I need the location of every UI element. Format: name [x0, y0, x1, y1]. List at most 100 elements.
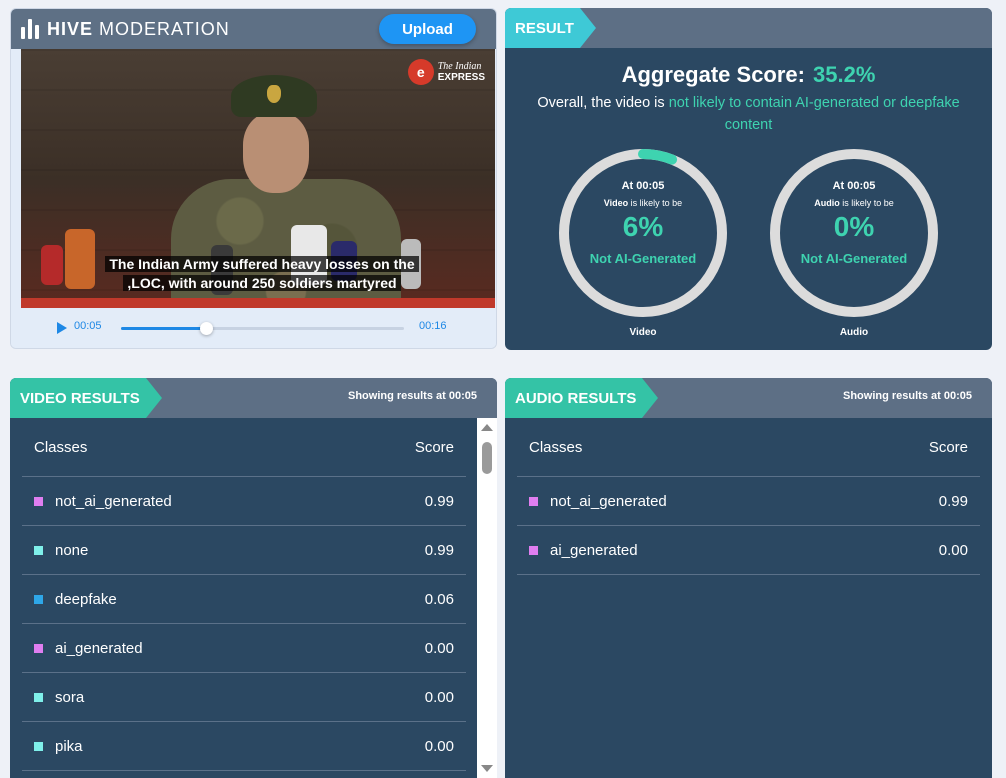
- class-name: none: [55, 541, 89, 559]
- scroll-up-icon[interactable]: [481, 424, 493, 431]
- verdict-highlight: not likely to contain AI-generated or de…: [668, 95, 960, 133]
- video-gauge: At 00:05 Video is likely to be 6% Not AI…: [557, 147, 729, 319]
- video-ticker-bar: [21, 298, 495, 308]
- channel-logo: e The Indian EXPRESS: [407, 59, 485, 85]
- cap-badge-icon: [267, 85, 281, 103]
- aggregate-label: Aggregate Score:: [621, 62, 805, 87]
- class-color-swatch: [34, 692, 43, 702]
- video-gauge-label: Not AI-Generated: [589, 251, 697, 266]
- audio-results-header: AUDIO RESULTS Showing results at 00:05: [505, 378, 992, 418]
- class-color-swatch: [34, 594, 43, 604]
- aggregate-score: Aggregate Score: 35.2%: [505, 62, 992, 88]
- aggregate-value: 35.2%: [813, 62, 876, 87]
- player-controls: 00:05 00:16: [11, 308, 496, 348]
- table-row: not_ai_generated 0.99: [517, 477, 980, 526]
- audio-gauge-ring: [770, 149, 938, 317]
- column-score: Score: [414, 438, 454, 456]
- seek-bar[interactable]: [121, 322, 404, 335]
- channel-name-small: The Indian: [437, 61, 482, 72]
- brand-name: HIVE MODERATION: [47, 19, 230, 40]
- channel-name-big: EXPRESS: [437, 72, 485, 83]
- caption-line-1: The Indian Army suffered heavy losses on…: [105, 256, 419, 272]
- video-subject-cap: [231, 75, 317, 117]
- class-score: 0.99: [938, 492, 968, 510]
- class-score: 0.99: [424, 492, 454, 510]
- caption-line-2: ,LOC, with around 250 soldiers martyred: [123, 275, 401, 291]
- video-gauge-time: At 00:05: [621, 180, 665, 192]
- audio-gauge-time: At 00:05: [832, 180, 876, 192]
- scroll-down-icon[interactable]: [481, 765, 493, 772]
- class-color-swatch: [34, 545, 43, 555]
- class-name: pika: [55, 737, 83, 755]
- verdict-prefix: Overall, the video is: [537, 95, 665, 111]
- audio-results-panel: AUDIO RESULTS Showing results at 00:05 C…: [505, 378, 992, 778]
- verdict-text: Overall, the video is not likely to cont…: [535, 92, 962, 136]
- class-score: 0.00: [938, 541, 968, 559]
- result-panel: RESULT Aggregate Score: 35.2% Overall, th…: [505, 8, 992, 350]
- video-gauge-ring: [559, 149, 727, 317]
- audio-gauge: At 00:05 Audio is likely to be 0% Not AI…: [768, 147, 940, 319]
- brand-name-bold: HIVE: [47, 18, 94, 39]
- column-score: Score: [928, 438, 968, 456]
- class-color-swatch: [529, 545, 538, 555]
- class-score: 0.00: [424, 639, 454, 657]
- table-row: none 0.99: [22, 526, 466, 575]
- microphone-icon: [65, 229, 95, 289]
- video-results-tag: VIDEO RESULTS: [10, 378, 162, 418]
- video-frame[interactable]: e The Indian EXPRESS The Indian Army suf…: [21, 49, 495, 308]
- scroll-thumb[interactable]: [482, 442, 492, 474]
- video-subject-face: [243, 113, 309, 193]
- table-row: ai_generated 0.00: [517, 526, 980, 575]
- seek-handle[interactable]: [199, 322, 213, 335]
- class-name: ai_generated: [550, 541, 638, 559]
- audio-gauge-likely: Audio is likely to be: [814, 198, 894, 208]
- table-row: ai_generated 0.00: [22, 624, 466, 673]
- class-color-swatch: [34, 496, 43, 506]
- audio-gauge-label: Not AI-Generated: [800, 251, 908, 266]
- table-row: sora 0.00: [22, 673, 466, 722]
- seek-bar-progress: [121, 327, 206, 330]
- column-classes: Classes: [34, 438, 88, 456]
- video-results-header: VIDEO RESULTS Showing results at 00:05: [10, 378, 497, 418]
- class-color-swatch: [34, 741, 43, 751]
- table-row: deepfake 0.06: [22, 575, 466, 624]
- upload-button[interactable]: Upload: [379, 14, 476, 44]
- media-player-panel: HIVE MODERATION Upload e The Indian EXPR…: [10, 8, 497, 349]
- video-results-scrollbar[interactable]: [477, 418, 497, 778]
- column-classes: Classes: [529, 438, 583, 456]
- brand-name-light: MODERATION: [99, 18, 230, 39]
- current-time: 00:05: [74, 320, 102, 332]
- class-name: not_ai_generated: [550, 492, 667, 510]
- total-time: 00:16: [419, 320, 447, 332]
- class-name: deepfake: [55, 590, 117, 608]
- video-gauge-percent: 6%: [622, 211, 664, 242]
- hive-logo-icon: [21, 19, 39, 39]
- video-results-showing: Showing results at 00:05: [348, 390, 477, 402]
- channel-logo-icon: e: [407, 59, 434, 85]
- microphone-icon: [41, 245, 63, 285]
- class-score: 0.00: [424, 688, 454, 706]
- video-gauge-likely: Video is likely to be: [603, 198, 683, 208]
- table-row: pika 0.00: [22, 722, 466, 771]
- brand-bar: HIVE MODERATION Upload: [11, 9, 496, 49]
- video-caption: The Indian Army suffered heavy losses on…: [99, 255, 425, 293]
- class-color-swatch: [34, 643, 43, 653]
- audio-results-tag: AUDIO RESULTS: [505, 378, 659, 418]
- video-gauge-caption: Video: [629, 327, 657, 338]
- video-gauge-arc: [559, 149, 727, 317]
- class-name: sora: [55, 688, 85, 706]
- result-header: RESULT: [505, 8, 992, 48]
- class-name: ai_generated: [55, 639, 143, 657]
- audio-results-table: Classes Score not_ai_generated 0.99 ai_gen…: [517, 418, 980, 575]
- table-header: Classes Score: [22, 418, 466, 477]
- class-score: 0.99: [424, 541, 454, 559]
- class-score: 0.06: [424, 590, 454, 608]
- audio-results-showing: Showing results at 00:05: [843, 390, 972, 402]
- result-tag: RESULT: [505, 8, 596, 48]
- class-score: 0.00: [424, 737, 454, 755]
- class-name: not_ai_generated: [55, 492, 172, 510]
- video-results-table: Classes Score not_ai_generated 0.99 none 0.…: [22, 418, 466, 771]
- class-color-swatch: [529, 496, 538, 506]
- play-icon[interactable]: [57, 322, 67, 334]
- audio-gauge-caption: Audio: [839, 327, 869, 338]
